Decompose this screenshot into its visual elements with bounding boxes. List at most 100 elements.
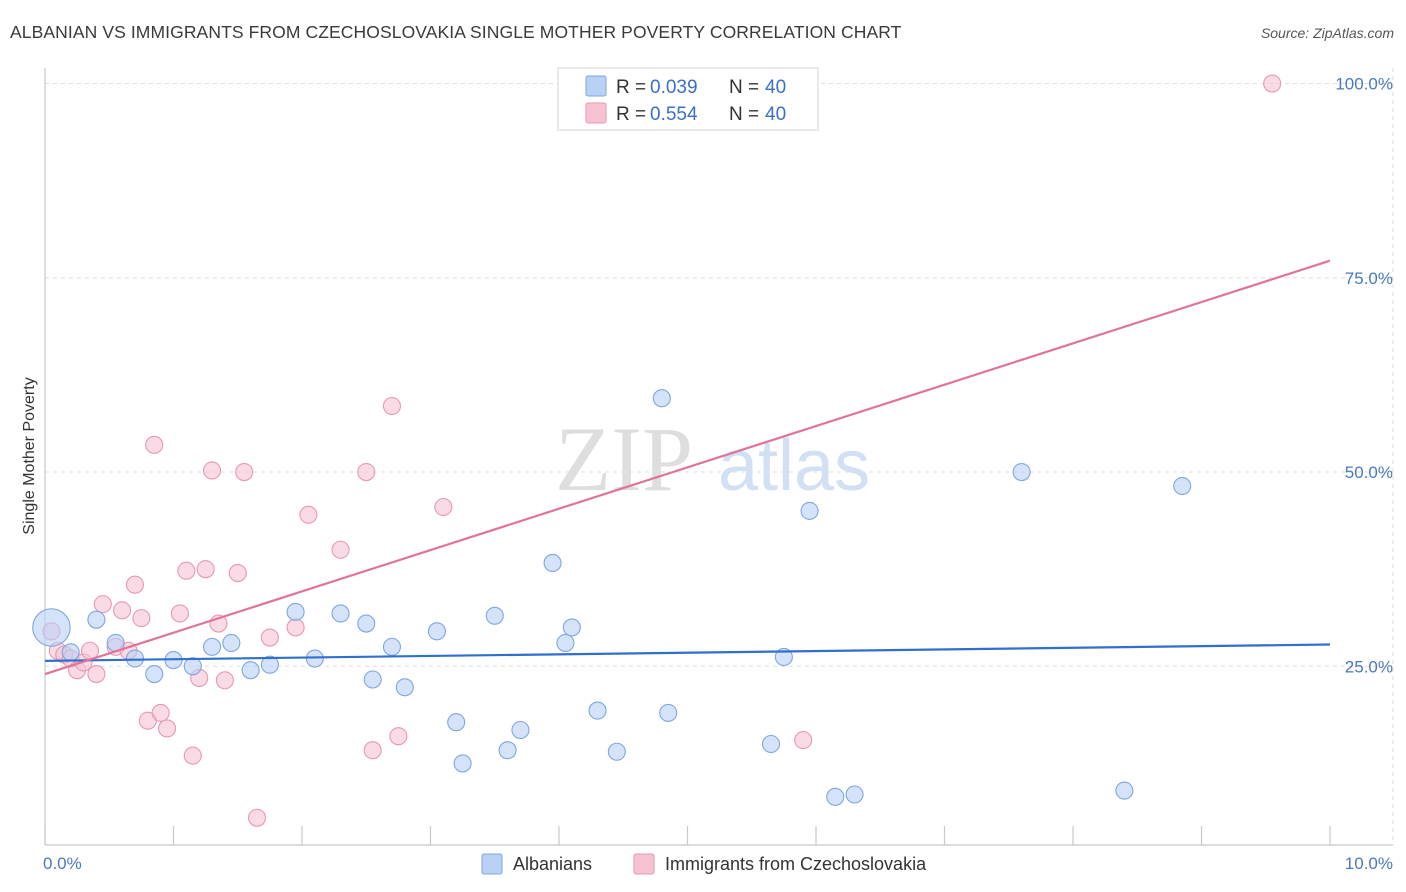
czechoslovakia-point bbox=[183, 746, 202, 765]
y-tick-labels: 25.0% 50.0% 75.0% 100.0% bbox=[1335, 75, 1393, 677]
albanians-point bbox=[652, 389, 671, 408]
albanians-point bbox=[1173, 476, 1192, 496]
bottom-legend-albanians-label: Albanians bbox=[513, 854, 592, 874]
albanians-point bbox=[826, 787, 845, 806]
legend-n-label: N = bbox=[729, 77, 759, 98]
albanians-point bbox=[588, 701, 607, 720]
czechoslovakia-point bbox=[93, 595, 112, 614]
czechoslovakia-point bbox=[389, 727, 408, 746]
albanians-point bbox=[286, 602, 305, 621]
albanians-point bbox=[774, 647, 793, 667]
czechoslovakia-point bbox=[1263, 74, 1282, 93]
watermark-zip: ZIP bbox=[555, 408, 693, 510]
x-tick-label: 10.0% bbox=[1345, 854, 1393, 873]
albanians-point bbox=[1115, 781, 1134, 800]
czechoslovakia-point bbox=[235, 462, 254, 482]
albanians-point bbox=[260, 655, 279, 674]
czechoslovakia-point bbox=[357, 462, 376, 482]
czechoslovakia-point bbox=[434, 497, 453, 517]
albanians-point bbox=[87, 610, 106, 629]
albanians-point bbox=[485, 606, 504, 625]
y-tick-label: 25.0% bbox=[1345, 657, 1393, 676]
albanians-point bbox=[331, 604, 350, 623]
czechoslovakia-point bbox=[177, 561, 196, 580]
albanians-point bbox=[382, 637, 402, 656]
albanians-point bbox=[427, 622, 446, 641]
bottom-legend-albanians-swatch bbox=[481, 853, 503, 875]
bottom-legend-czech-swatch bbox=[633, 853, 655, 875]
czechoslovakia-point bbox=[299, 505, 318, 524]
albanians-point bbox=[556, 633, 575, 653]
legend-r-label: R = bbox=[616, 104, 646, 125]
czechoslovakia-point bbox=[286, 618, 305, 637]
albanians-point bbox=[32, 608, 71, 647]
legend-czech-r: 0.554 bbox=[650, 104, 698, 125]
x-tick-label: 0.0% bbox=[43, 854, 82, 873]
albanians-point bbox=[800, 501, 819, 520]
czechoslovakia-point bbox=[363, 741, 382, 760]
albanians-point bbox=[363, 670, 382, 689]
albanians-point bbox=[203, 637, 222, 656]
czechoslovakia-point bbox=[203, 461, 222, 480]
albanians-point bbox=[125, 649, 144, 668]
albanians-point bbox=[607, 742, 626, 761]
legend-albanians-n: 40 bbox=[765, 77, 786, 98]
source-credit: Source: ZipAtlas.com bbox=[1260, 25, 1394, 41]
legend-n-label: N = bbox=[729, 104, 759, 125]
czechoslovakia-point bbox=[228, 563, 247, 583]
czechoslovakia-trend-line bbox=[44, 259, 1331, 676]
legend-albanians-r: 0.039 bbox=[650, 77, 698, 98]
albanians-point bbox=[562, 618, 581, 637]
czechoslovakia-point bbox=[215, 671, 234, 690]
albanians-point bbox=[222, 633, 241, 653]
trend-lines bbox=[44, 259, 1331, 676]
legend-r-label: R = bbox=[616, 77, 646, 98]
albanians-point bbox=[183, 657, 202, 676]
albanians-point bbox=[395, 678, 414, 697]
bottom-legend-czech-label: Immigrants from Czechoslovakia bbox=[665, 854, 927, 874]
albanians-point bbox=[761, 734, 781, 754]
series-legend: Albanians Immigrants from Czechoslovakia bbox=[481, 853, 927, 875]
czechoslovakia-point bbox=[247, 808, 267, 827]
correlation-legend: R = 0.039 N = 40 R = 0.554 N = 40 bbox=[557, 67, 819, 131]
albanians-point bbox=[498, 741, 517, 760]
albanians-point bbox=[1012, 462, 1031, 482]
albanians-point bbox=[511, 720, 530, 740]
y-axis-title: Single Mother Poverty bbox=[21, 377, 38, 534]
y-tick-label: 75.0% bbox=[1345, 269, 1393, 288]
x-axis-ticks bbox=[44, 826, 1331, 845]
czechoslovakia-point bbox=[331, 540, 350, 559]
czechoslovakia-point bbox=[87, 665, 106, 684]
albanians-point bbox=[357, 614, 376, 633]
chart-title: ALBANIAN VS IMMIGRANTS FROM CZECHOSLOVAK… bbox=[10, 22, 902, 42]
y-tick-label: 50.0% bbox=[1345, 463, 1393, 482]
czechoslovakia-point bbox=[158, 719, 177, 738]
watermark-atlas: atlas bbox=[718, 426, 870, 506]
czechoslovakia-point bbox=[794, 731, 813, 750]
czechoslovakia-point bbox=[382, 396, 402, 416]
czechoslovakia-point bbox=[260, 628, 279, 647]
albanians-point bbox=[543, 553, 562, 572]
albanians-point bbox=[447, 713, 466, 732]
legend-czech-swatch bbox=[585, 102, 607, 124]
legend-czech-n: 40 bbox=[765, 104, 786, 125]
czechoslovakia-point bbox=[113, 601, 132, 620]
czechoslovakia-point bbox=[125, 575, 144, 594]
czechoslovakia-point bbox=[196, 560, 215, 579]
albanians-point bbox=[453, 754, 472, 773]
czechoslovakia-point bbox=[170, 604, 189, 623]
albanians-trend-line bbox=[44, 643, 1331, 662]
albanians-point bbox=[145, 665, 164, 684]
series-albanians-points bbox=[32, 389, 1192, 806]
czechoslovakia-point bbox=[145, 435, 164, 454]
albanians-point bbox=[61, 643, 80, 662]
czechoslovakia-point bbox=[132, 609, 151, 628]
albanians-point bbox=[659, 703, 678, 722]
x-tick-labels: 0.0% 10.0% bbox=[43, 854, 1393, 873]
legend-albanians-swatch bbox=[585, 75, 607, 97]
albanians-point bbox=[845, 785, 864, 804]
albanians-point bbox=[241, 661, 260, 680]
czechoslovakia-point bbox=[151, 703, 170, 722]
y-tick-label: 100.0% bbox=[1335, 75, 1393, 94]
